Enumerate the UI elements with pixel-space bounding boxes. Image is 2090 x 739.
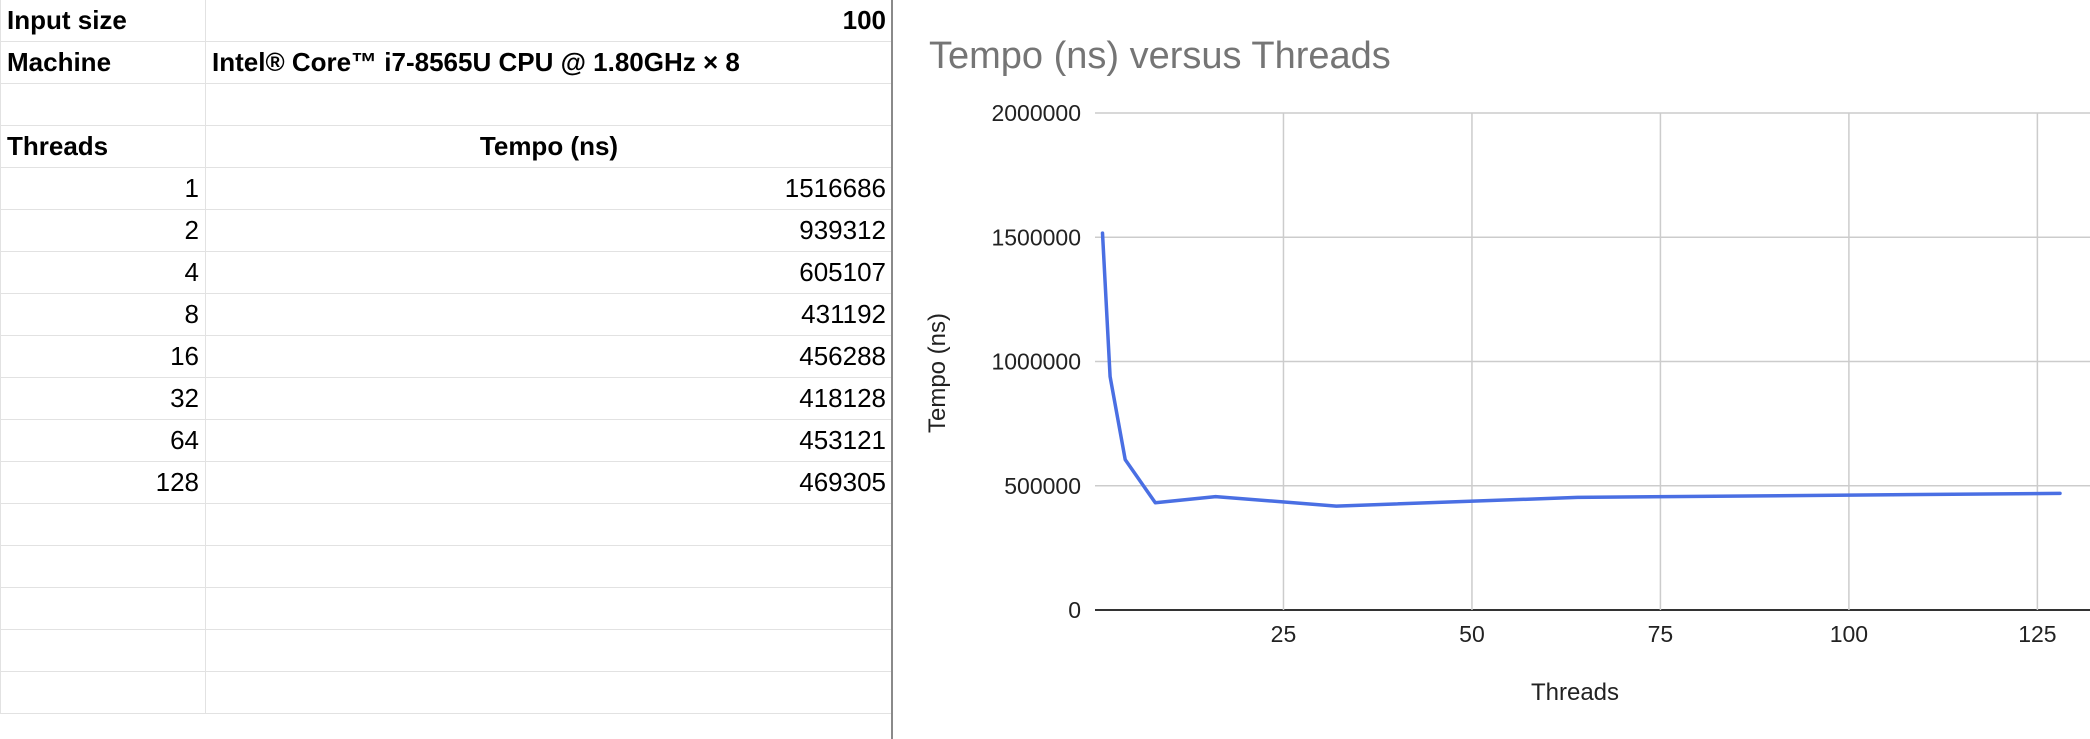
x-tick-label: 50 [1459,621,1485,647]
input-size-label[interactable]: Input size [0,0,206,42]
empty-cell[interactable] [0,83,206,126]
x-tick-label: 100 [1830,621,1868,647]
table-row: 1 1516686 [0,167,893,210]
table-row: 32 418128 [0,377,893,420]
empty-cell[interactable] [0,629,206,672]
tempo-cell[interactable]: 469305 [205,461,893,504]
tempo-cell[interactable]: 939312 [205,209,893,252]
empty-cell[interactable] [0,671,206,714]
table-row: 4 605107 [0,251,893,294]
table-row: Input size 100 [0,0,893,42]
tempo-header[interactable]: Tempo (ns) [205,125,893,168]
tempo-cell[interactable]: 431192 [205,293,893,336]
series-line[interactable] [1100,231,2062,508]
empty-cell[interactable] [0,503,206,546]
empty-cell[interactable] [205,83,893,126]
threads-header[interactable]: Threads [0,125,206,168]
table-row: 2 939312 [0,209,893,252]
x-tick-label: 75 [1648,621,1674,647]
threads-cell[interactable]: 8 [0,293,206,336]
data-table: Input size 100 Machine Intel® Core™ i7-8… [0,0,893,714]
pane-divider[interactable] [891,0,893,739]
tempo-cell[interactable]: 605107 [205,251,893,294]
machine-value[interactable]: Intel® Core™ i7-8565U CPU @ 1.80GHz × 8 [205,41,893,84]
y-axis-title: Tempo (ns) [924,313,951,433]
y-tick-label: 500000 [1004,473,1081,499]
y-tick-label: 2000000 [991,100,1081,126]
input-size-value[interactable]: 100 [205,0,893,42]
empty-cell[interactable] [205,503,893,546]
machine-label[interactable]: Machine [0,41,206,84]
table-row [0,671,893,714]
tick-labels: 0 500000 1000000 1500000 2000000 25 50 75 100 125 [991,100,2056,647]
table-row: 64 453121 [0,419,893,462]
tempo-cell[interactable]: 418128 [205,377,893,420]
table-row: 8 431192 [0,293,893,336]
table-row: 128 469305 [0,461,893,504]
y-tick-label: 1500000 [991,224,1081,250]
threads-cell[interactable]: 4 [0,251,206,294]
empty-cell[interactable] [205,587,893,630]
table-row: Machine Intel® Core™ i7-8565U CPU @ 1.80… [0,41,893,84]
empty-cell[interactable] [0,545,206,588]
x-tick-label: 25 [1271,621,1297,647]
spreadsheet-grid[interactable]: Input size 100 Machine Intel® Core™ i7-8… [0,0,893,739]
y-tick-label: 1000000 [991,349,1081,375]
threads-cell[interactable]: 2 [0,209,206,252]
series-layer [1100,231,2062,508]
y-tick-label: 0 [1068,597,1081,623]
table-row: Threads Tempo (ns) [0,125,893,168]
line-chart[interactable]: Tempo (ns) versus Threads 0 500000 1000000… [893,0,2090,739]
tempo-cell[interactable]: 456288 [205,335,893,378]
chart-canvas: Tempo (ns) versus Threads 0 500000 1000000… [924,35,2090,706]
threads-cell[interactable]: 64 [0,419,206,462]
table-row [0,83,893,126]
tempo-cell[interactable]: 1516686 [205,167,893,210]
table-row [0,503,893,546]
gridlines [1095,112,2090,611]
threads-cell[interactable]: 128 [0,461,206,504]
chart-title: Tempo (ns) versus Threads [929,35,1391,77]
x-axis-title: Threads [1531,679,1619,706]
table-row [0,545,893,588]
empty-cell[interactable] [205,671,893,714]
threads-cell[interactable]: 1 [0,167,206,210]
empty-cell[interactable] [0,587,206,630]
empty-cell[interactable] [205,545,893,588]
table-row [0,587,893,630]
tempo-cell[interactable]: 453121 [205,419,893,462]
table-row: 16 456288 [0,335,893,378]
table-row [0,629,893,672]
empty-cell[interactable] [205,629,893,672]
threads-cell[interactable]: 32 [0,377,206,420]
threads-cell[interactable]: 16 [0,335,206,378]
x-tick-label: 125 [2018,621,2056,647]
